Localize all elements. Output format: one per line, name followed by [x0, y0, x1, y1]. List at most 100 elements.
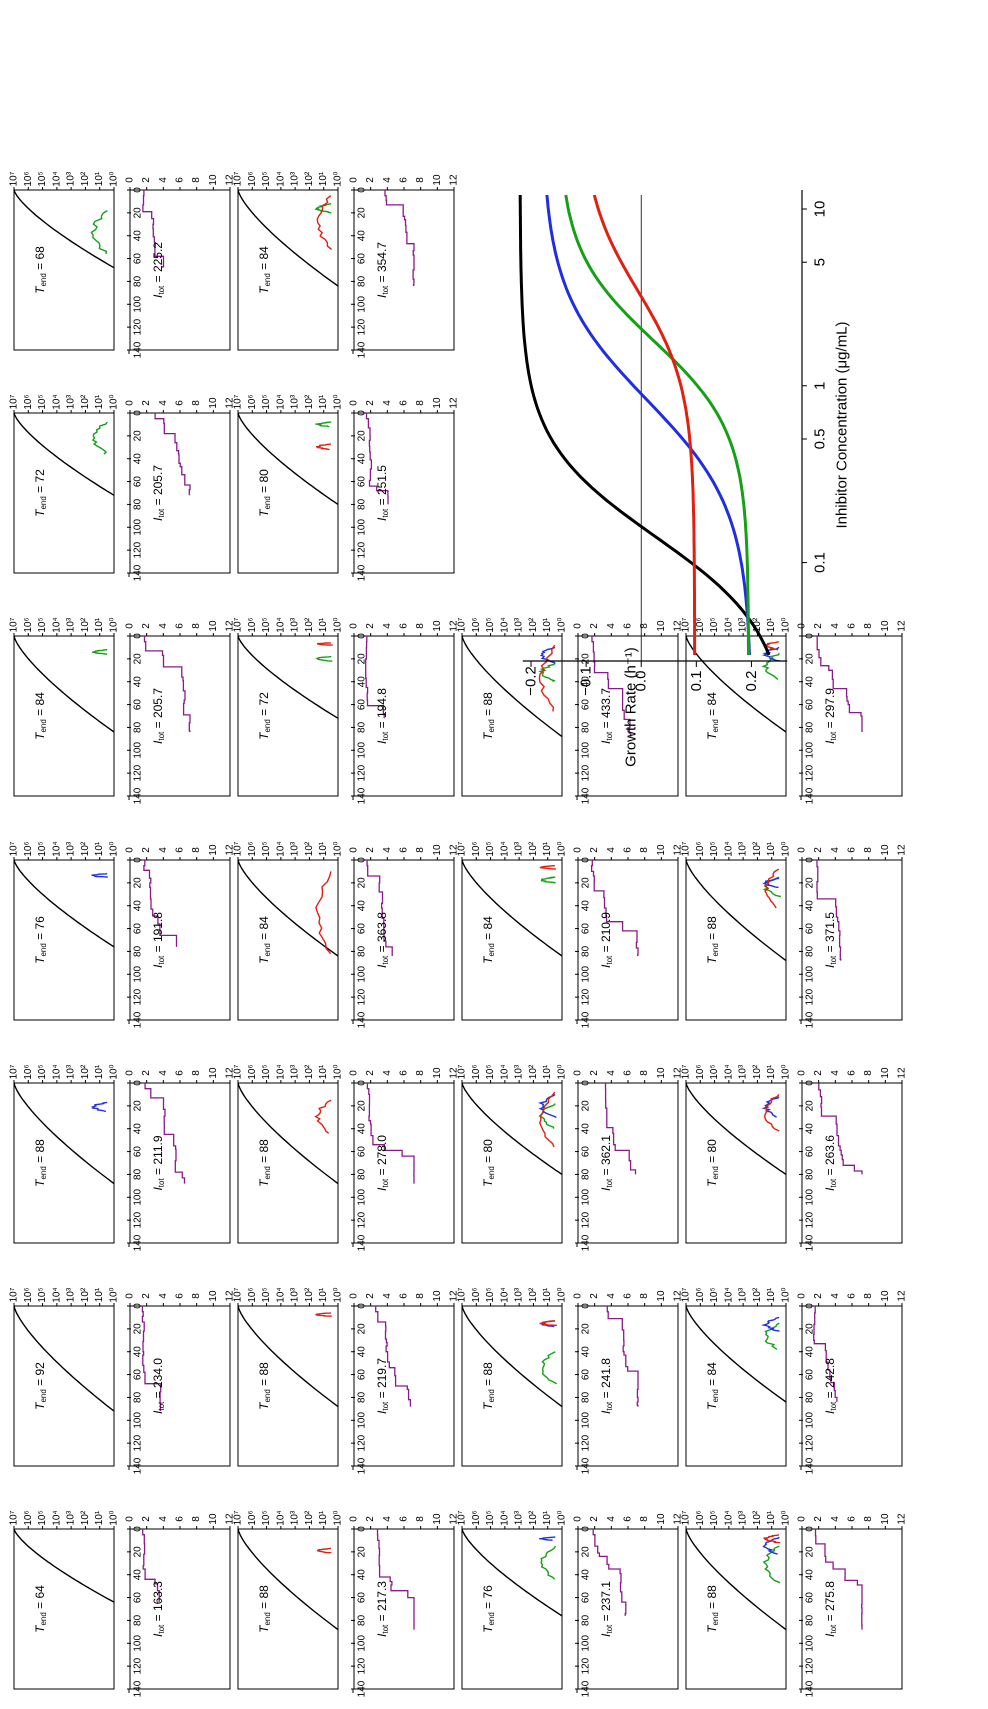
x-tick-label: 100 [581, 966, 592, 983]
upper-y-tick-label: 12 [449, 397, 460, 409]
x-tick-label: 80 [357, 1168, 368, 1180]
x-tick-label: 40 [581, 1123, 592, 1135]
upper-y-tick-label: 12 [225, 620, 236, 632]
x-tick-label: 0 [357, 857, 368, 863]
x-tick-label: 80 [357, 945, 368, 957]
lower-y-tick-label: 10⁶ [247, 1287, 258, 1302]
lower-y-tick-label: 10⁴ [499, 617, 510, 632]
upper-y-tick-label: 2 [365, 847, 376, 853]
upper-y-tick-label: 4 [382, 1070, 393, 1076]
lower-y-tick-label: 10⁴ [275, 1064, 286, 1079]
dosing-trace [606, 1306, 639, 1407]
lower-y-tick-label: 10⁰ [333, 171, 344, 186]
x-tick-label: 20 [581, 1323, 592, 1335]
upper-panel-frame [129, 412, 231, 574]
population-curve [461, 1528, 563, 1617]
lower-panel-frame [13, 189, 115, 351]
upper-y-tick-label: 8 [191, 1516, 202, 1522]
x-tick-label: 40 [805, 1569, 816, 1581]
y-tick-label: 0.0 [633, 671, 650, 692]
upper-panel-frame [353, 635, 455, 797]
y-tick-label: 0.1 [688, 671, 705, 692]
red-subpopulation-curve [315, 871, 332, 955]
x-tick-label: 120 [133, 541, 144, 558]
dosing-trace [365, 636, 385, 719]
growth-curve-2 [564, 194, 750, 655]
lower-y-tick-label: 10⁴ [51, 394, 62, 409]
x-tick-label: 120 [805, 988, 816, 1005]
upper-y-tick-label: 10 [656, 1290, 667, 1302]
upper-panel-frame [353, 412, 455, 574]
x-tick-label: 20 [581, 877, 592, 889]
tend-label: Tend = 84 [257, 916, 272, 964]
x-tick-label: 0 [805, 1303, 816, 1309]
x-tick-label: 0.5 [812, 429, 829, 450]
lower-y-tick-label: 10⁴ [51, 1064, 62, 1079]
green-subpopulation-curve [314, 655, 333, 662]
upper-y-tick-label: 6 [847, 623, 858, 629]
upper-y-tick-label: 2 [813, 1516, 824, 1522]
x-tick-label: 0 [133, 633, 144, 639]
lower-y-tick-label: 10¹ [94, 171, 105, 186]
lower-y-tick-label: 10⁵ [485, 1287, 496, 1302]
itot-label: Itot = 278.0 [375, 1135, 390, 1191]
x-tick-label: 20 [357, 1546, 368, 1558]
upper-y-tick-label: 2 [141, 1516, 152, 1522]
upper-y-tick-label: 0 [349, 623, 360, 629]
x-tick-label: 20 [357, 1323, 368, 1335]
lower-y-tick-label: 10¹ [318, 841, 329, 856]
upper-y-tick-label: 2 [589, 623, 600, 629]
x-tick-label: 120 [805, 764, 816, 781]
x-tick-label: 40 [581, 900, 592, 912]
x-tick-label: 40 [357, 1123, 368, 1135]
upper-y-tick-label: 8 [415, 1070, 426, 1076]
upper-y-tick-label: 12 [225, 397, 236, 409]
x-tick-label: 40 [357, 1346, 368, 1358]
lower-y-tick-label: 10⁶ [247, 841, 258, 856]
red-subpopulation-curve [763, 1534, 781, 1544]
lower-y-tick-label: 10⁷ [681, 1510, 692, 1525]
upper-panel-frame [129, 1082, 231, 1244]
upper-y-tick-label: 12 [225, 1513, 236, 1525]
itot-label: Itot = 163.3 [151, 1581, 166, 1637]
blue-subpopulation-curve [539, 1536, 556, 1541]
lower-y-tick-label: 10⁵ [485, 1510, 496, 1525]
upper-y-tick-label: 4 [158, 847, 169, 853]
x-tick-label: 120 [357, 541, 368, 558]
itot-label: Itot = 241.8 [599, 1358, 614, 1414]
upper-y-tick-label: 8 [191, 400, 202, 406]
x-tick-label: 100 [805, 966, 816, 983]
population-curve [461, 635, 563, 738]
upper-y-tick-label: 6 [399, 1070, 410, 1076]
upper-y-tick-label: 10 [208, 174, 219, 186]
x-tick-label: 40 [133, 1123, 144, 1135]
upper-y-tick-label: 6 [399, 1516, 410, 1522]
x-tick-label: 100 [357, 296, 368, 313]
lower-y-tick-label: 10¹ [542, 1064, 553, 1079]
lower-y-tick-label: 10⁶ [23, 1064, 34, 1079]
upper-y-tick-label: 4 [606, 847, 617, 853]
lower-y-tick-label: 10⁷ [9, 1064, 20, 1079]
lower-y-tick-label: 10⁰ [781, 1064, 792, 1079]
x-tick-label: 80 [133, 945, 144, 957]
lower-y-tick-label: 10⁰ [333, 394, 344, 409]
x-tick-label: 100 [133, 1189, 144, 1206]
x-tick-label: 80 [805, 1391, 816, 1403]
upper-y-tick-label: 10 [432, 844, 443, 856]
x-tick-label: 140 [357, 787, 368, 804]
upper-y-tick-label: 0 [125, 177, 136, 183]
tend-label: Tend = 88 [257, 1362, 272, 1410]
tend-label: Tend = 68 [33, 246, 48, 294]
population-curve [685, 1082, 787, 1175]
upper-y-tick-label: 0 [573, 1070, 584, 1076]
x-tick-label: 40 [581, 1346, 592, 1358]
x-tick-label: 0 [581, 1526, 592, 1532]
upper-y-tick-label: 6 [399, 847, 410, 853]
lower-y-tick-label: 10⁴ [499, 841, 510, 856]
lower-y-tick-label: 10⁵ [261, 617, 272, 632]
